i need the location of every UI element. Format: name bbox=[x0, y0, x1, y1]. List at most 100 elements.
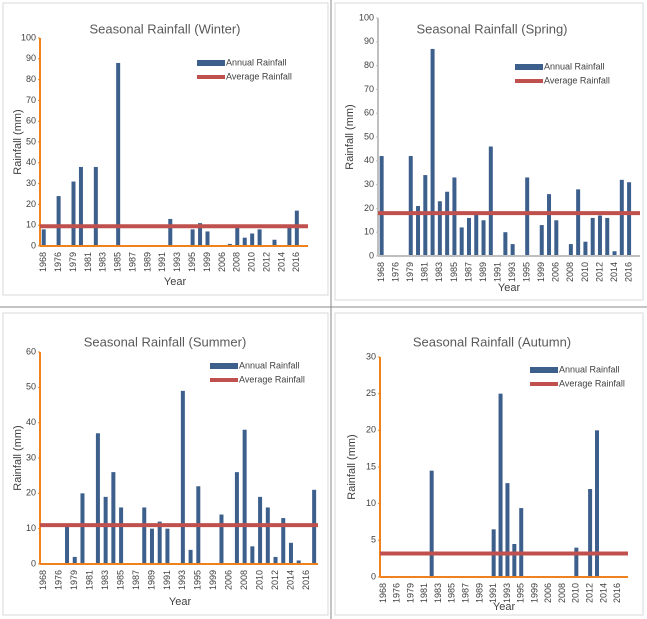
y-tick-label: 30 bbox=[26, 178, 36, 188]
bar bbox=[65, 525, 70, 564]
x-tick-label: 2010 bbox=[580, 262, 590, 282]
bar bbox=[242, 429, 247, 564]
legend-label: Annual Rainfall bbox=[559, 364, 620, 374]
chart-title: Seasonal Rainfall (Spring) bbox=[416, 21, 567, 36]
bar bbox=[466, 217, 471, 256]
x-tick-label: 1987 bbox=[463, 262, 473, 282]
x-tick-label: 1981 bbox=[85, 570, 95, 590]
x-tick-label: 1981 bbox=[83, 252, 93, 272]
bar bbox=[142, 507, 147, 564]
y-tick-label: 30 bbox=[366, 351, 376, 361]
x-tick-label: 1999 bbox=[536, 262, 546, 282]
bar bbox=[257, 229, 262, 246]
x-tick-label: 1995 bbox=[522, 262, 532, 282]
bar bbox=[93, 166, 98, 246]
bar bbox=[273, 556, 278, 564]
bar bbox=[612, 251, 617, 256]
y-tick-label: 0 bbox=[369, 250, 374, 260]
y-tick-label: 30 bbox=[26, 452, 36, 462]
x-tick-label: 2014 bbox=[276, 252, 286, 272]
x-tick-label: 1987 bbox=[127, 252, 137, 272]
bar bbox=[568, 244, 573, 256]
bar bbox=[95, 433, 100, 564]
x-tick-label: 1979 bbox=[68, 252, 78, 272]
x-tick-label: 1995 bbox=[187, 252, 197, 272]
legend-swatch bbox=[197, 60, 225, 66]
bar bbox=[242, 237, 247, 246]
x-tick-label: 2016 bbox=[612, 583, 622, 603]
y-tick-label: 60 bbox=[26, 116, 36, 126]
x-tick-label: 2006 bbox=[551, 262, 561, 282]
legend-swatch bbox=[530, 367, 558, 373]
x-tick-label: 1999 bbox=[208, 570, 218, 590]
bar bbox=[429, 470, 434, 577]
bar bbox=[408, 156, 413, 256]
x-tick-label: 1983 bbox=[100, 570, 110, 590]
bar bbox=[219, 514, 224, 564]
y-tick-label: 90 bbox=[364, 36, 374, 46]
bar bbox=[459, 227, 464, 256]
x-tick-label: 2014 bbox=[598, 583, 608, 603]
bar bbox=[503, 232, 508, 256]
x-tick-label: 1989 bbox=[478, 262, 488, 282]
bar bbox=[165, 528, 170, 564]
y-tick-label: 20 bbox=[26, 199, 36, 209]
bar bbox=[519, 508, 524, 577]
bar bbox=[498, 393, 503, 577]
x-tick-label: 1968 bbox=[38, 570, 48, 590]
x-tick-label: 1999 bbox=[529, 583, 539, 603]
bar bbox=[574, 547, 579, 577]
y-axis-label: Rainfall (mm) bbox=[344, 104, 356, 169]
bar bbox=[539, 225, 544, 256]
x-tick-label: 1995 bbox=[193, 570, 203, 590]
x-tick-label: 2010 bbox=[247, 252, 257, 272]
bar bbox=[272, 239, 277, 246]
x-tick-label: 1993 bbox=[172, 252, 182, 272]
y-tick-label: 30 bbox=[364, 179, 374, 189]
x-axis-label: Year bbox=[164, 276, 187, 288]
x-tick-label: 2014 bbox=[285, 570, 295, 590]
bar bbox=[116, 62, 121, 247]
x-tick-label: 1976 bbox=[391, 262, 401, 282]
y-tick-label: 20 bbox=[366, 425, 376, 435]
x-tick-label: 1989 bbox=[146, 570, 156, 590]
bar bbox=[554, 220, 559, 256]
y-tick-label: 50 bbox=[364, 131, 374, 141]
x-tick-label: 2006 bbox=[217, 252, 227, 272]
bar bbox=[258, 496, 263, 564]
bar bbox=[281, 518, 286, 564]
bar bbox=[474, 213, 479, 256]
y-tick-label: 25 bbox=[366, 388, 376, 398]
bar bbox=[627, 182, 632, 256]
y-axis-label: Rainfall (mm) bbox=[12, 425, 24, 490]
x-tick-label: 2008 bbox=[239, 570, 249, 590]
y-tick-label: 100 bbox=[359, 12, 374, 22]
bar bbox=[619, 179, 624, 256]
bar bbox=[445, 191, 450, 256]
x-tick-label: 1976 bbox=[53, 252, 63, 272]
x-tick-label: 1989 bbox=[474, 583, 484, 603]
legend-label: Average Rainfall bbox=[544, 75, 610, 85]
chart-title: Seasonal Rainfall (Winter) bbox=[89, 21, 240, 36]
legend-swatch bbox=[210, 363, 238, 369]
legend-label: Average Rainfall bbox=[559, 378, 625, 388]
y-tick-label: 5 bbox=[371, 535, 376, 545]
y-tick-label: 15 bbox=[366, 461, 376, 471]
x-tick-label: 1987 bbox=[460, 583, 470, 603]
bar bbox=[294, 210, 299, 246]
x-axis-label: Year bbox=[493, 601, 516, 613]
y-tick-label: 70 bbox=[364, 84, 374, 94]
y-tick-label: 10 bbox=[364, 227, 374, 237]
x-tick-label: 2008 bbox=[557, 583, 567, 603]
x-tick-label: 1968 bbox=[378, 583, 388, 603]
legend-label: Average Rainfall bbox=[226, 71, 292, 81]
x-tick-label: 1985 bbox=[447, 583, 457, 603]
x-tick-label: 1976 bbox=[392, 583, 402, 603]
x-tick-label: 1993 bbox=[177, 570, 187, 590]
bar bbox=[168, 218, 173, 246]
x-tick-label: 2006 bbox=[543, 583, 553, 603]
bar bbox=[416, 206, 421, 256]
y-tick-label: 10 bbox=[26, 523, 36, 533]
